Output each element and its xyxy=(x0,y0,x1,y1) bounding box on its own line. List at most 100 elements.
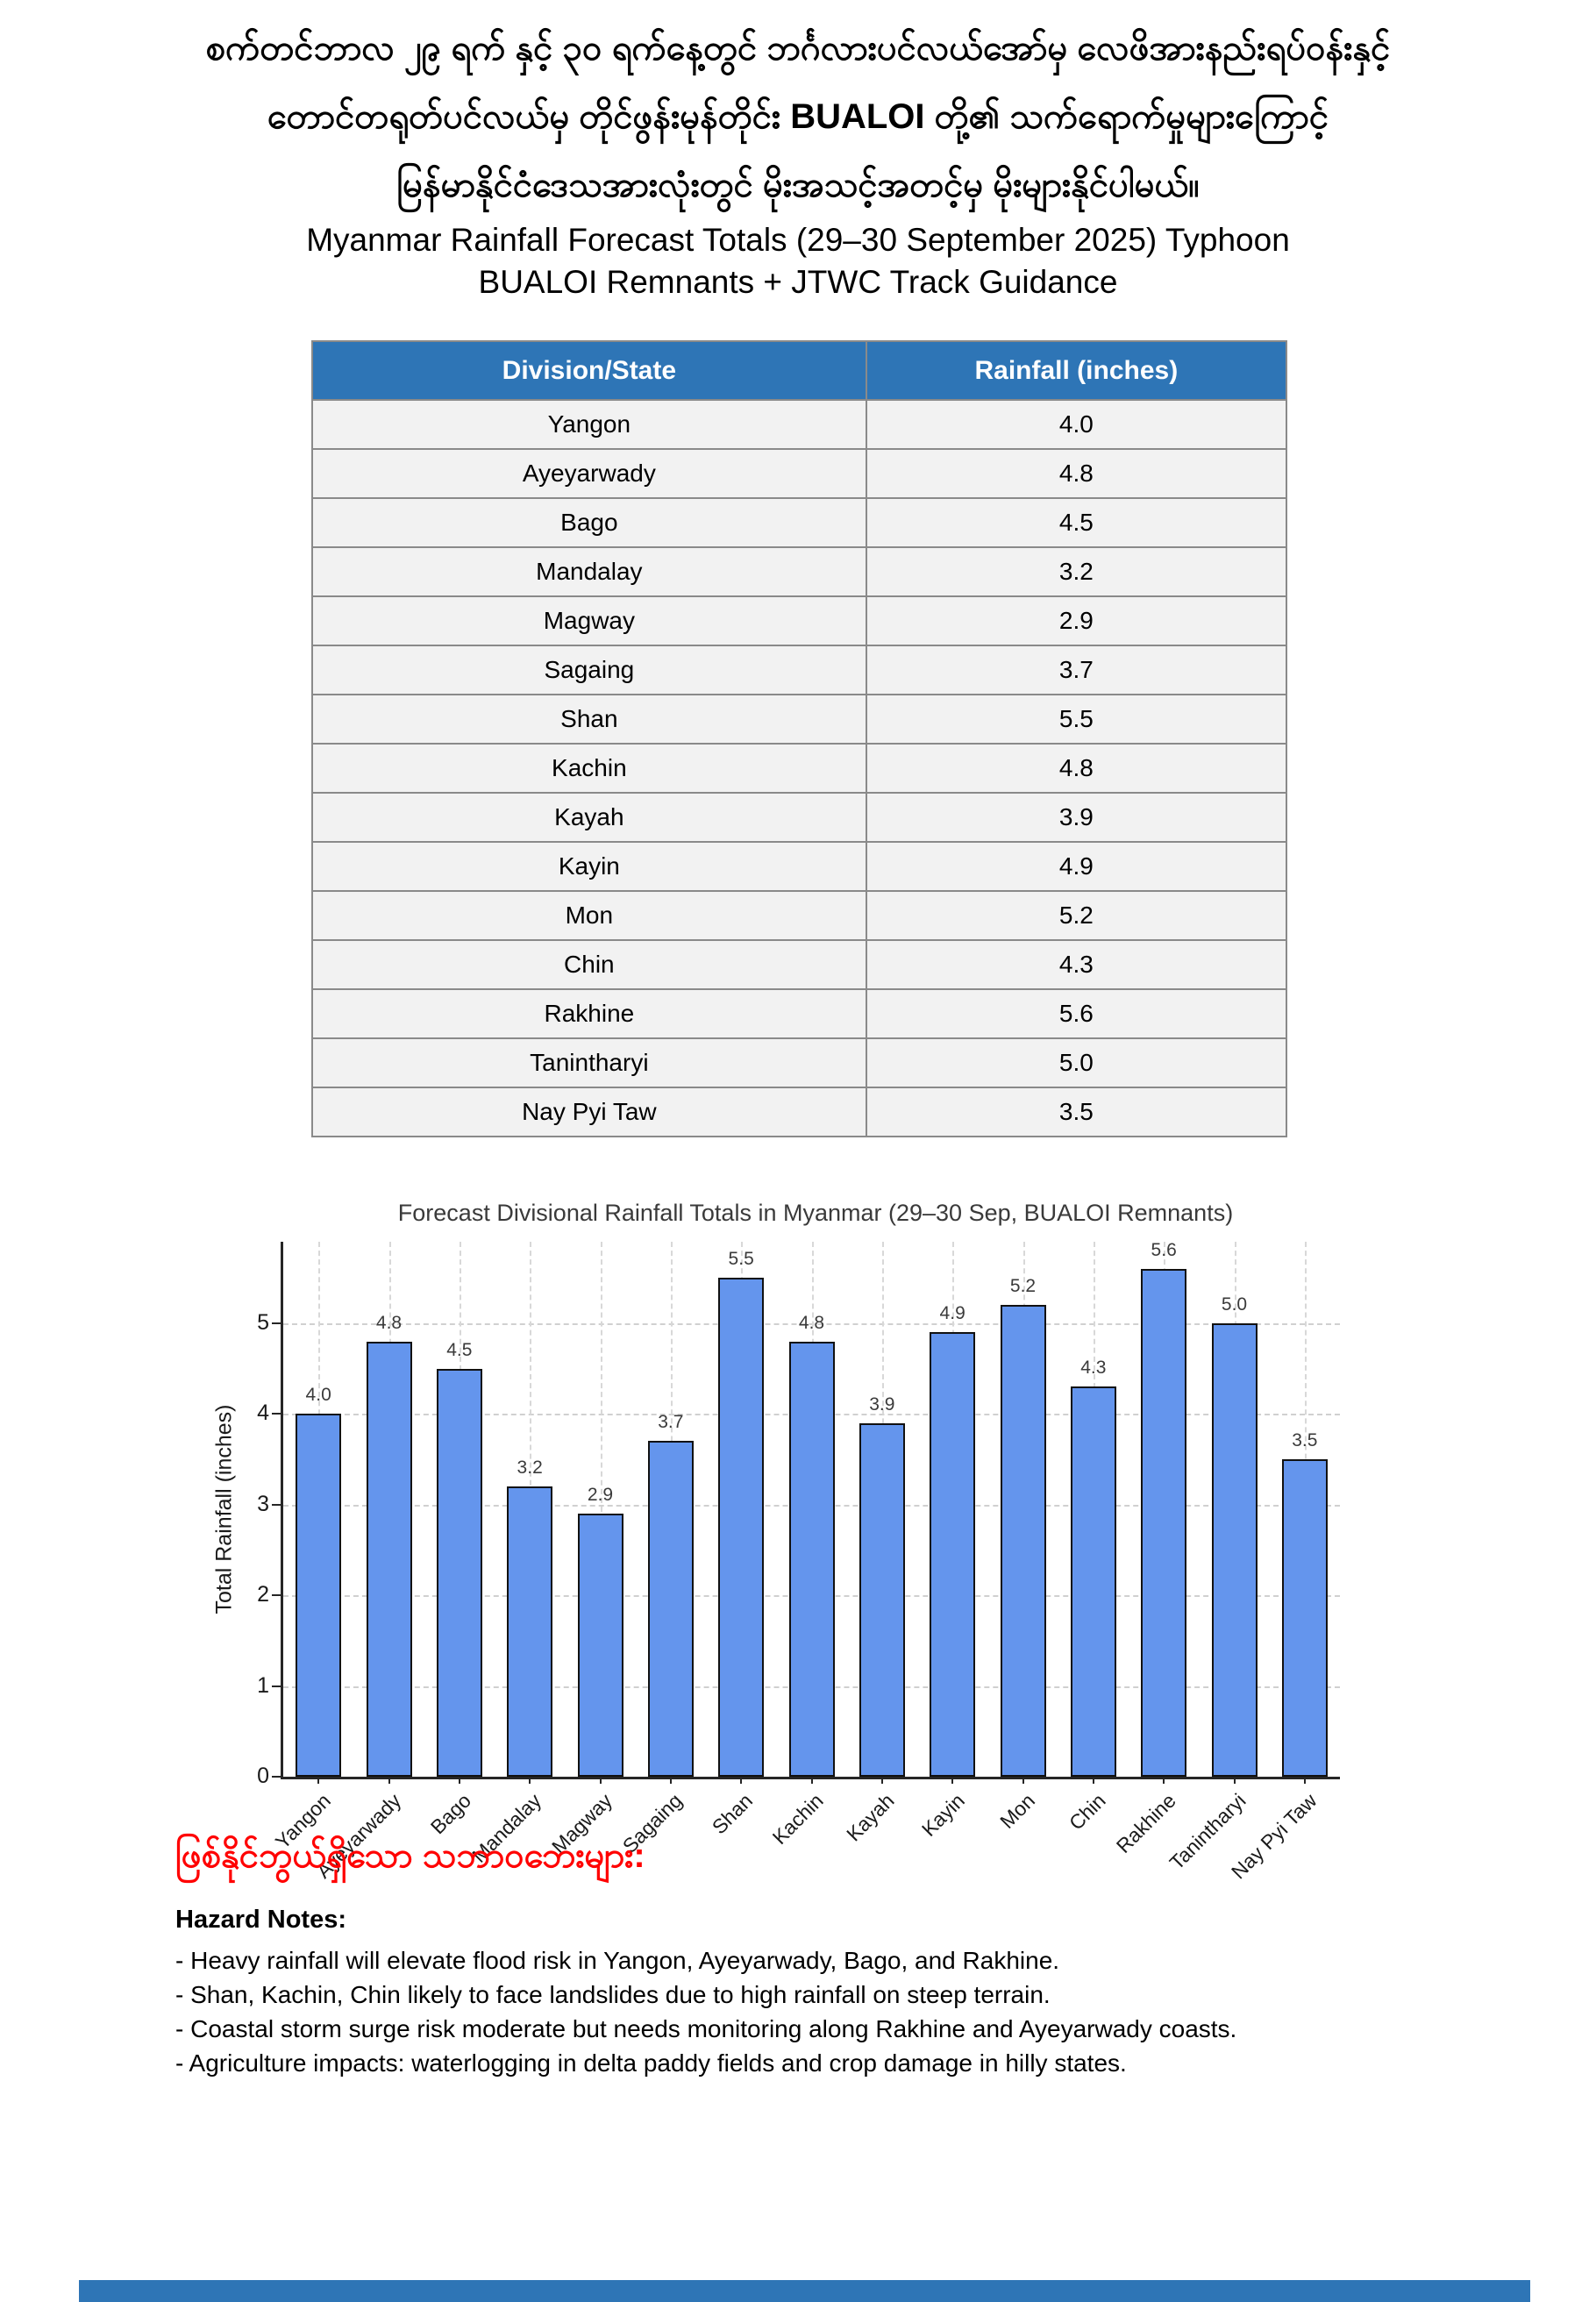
rainfall-table-body: Yangon 4.0 Ayeyarwady 4.8 Bago 4.5 Mandalay 3.2… xyxy=(311,399,1288,1137)
bar-value-label: 5.5 xyxy=(728,1249,754,1270)
x-gridline xyxy=(600,1242,602,1777)
rainfall-value-cell: 4.9 xyxy=(865,841,1288,892)
y-tick-mark xyxy=(272,1322,281,1325)
rainfall-value-cell: 4.0 xyxy=(865,399,1288,450)
bar xyxy=(859,1422,905,1777)
y-tick-mark xyxy=(272,1776,281,1778)
y-tick-label: 0 xyxy=(257,1764,269,1788)
english-title: Myanmar Rainfall Forecast Totals (29–30 … xyxy=(306,222,1290,300)
hazard-note: - Coastal storm surge risk moderate but … xyxy=(175,2015,1237,2042)
y-tick-label: 5 xyxy=(257,1310,269,1336)
bar-value-label: 3.5 xyxy=(1292,1430,1318,1451)
rainfall-value-cell: 4.8 xyxy=(865,448,1288,499)
rainfall-value-cell: 3.5 xyxy=(865,1087,1288,1137)
rainfall-value-cell: 4.5 xyxy=(865,497,1288,548)
table-header-row: Division/State Rainfall (inches) xyxy=(311,340,1288,401)
table-header-division: Division/State xyxy=(311,340,867,401)
division-cell: Rakhine xyxy=(311,988,867,1039)
burmese-title: စက်တင်ဘာလ ၂၉ ရက် နှင့် ၃၀ ရက်နေ့တွင် ဘင်… xyxy=(0,14,1596,219)
y-tick-label: 1 xyxy=(257,1672,269,1698)
table-row: Ayeyarwady 4.8 xyxy=(311,448,1288,499)
x-tick-label-text: Shan xyxy=(708,1789,758,1839)
table-row: Mandalay 3.2 xyxy=(311,546,1288,597)
division-cell: Mandalay xyxy=(311,546,867,597)
bar-value-label: 3.2 xyxy=(517,1457,543,1479)
x-tick-mark xyxy=(1233,1777,1236,1784)
rainfall-value-cell: 5.0 xyxy=(865,1037,1288,1088)
hazards-section: ဖြစ်နိုင်ဘွယ်ရှိသော သဘာဝဘေးများ: Hazard … xyxy=(175,1833,1508,2080)
x-tick-mark xyxy=(880,1777,883,1784)
bar-value-label: 4.5 xyxy=(446,1339,473,1360)
table-header-rainfall: Rainfall (inches) xyxy=(865,340,1288,401)
bar xyxy=(366,1341,412,1777)
bar xyxy=(647,1441,694,1777)
division-cell: Bago xyxy=(311,497,867,548)
bar-value-label: 3.9 xyxy=(869,1393,895,1415)
table-row: Magway 2.9 xyxy=(311,595,1288,646)
rainfall-value-cell: 5.5 xyxy=(865,694,1288,745)
y-tick-label: 2 xyxy=(257,1582,269,1607)
hazards-heading-burmese: ဖြစ်နိုင်ဘွယ်ရှိသော သဘာဝဘေးများ: xyxy=(175,1836,645,1875)
x-tick-mark xyxy=(951,1777,954,1784)
y-tick-mark xyxy=(272,1594,281,1597)
x-tick-mark xyxy=(1163,1777,1165,1784)
rainfall-value-cell: 5.6 xyxy=(865,988,1288,1039)
x-tick-mark xyxy=(1022,1777,1024,1784)
division-cell: Ayeyarwady xyxy=(311,448,867,499)
bar xyxy=(577,1514,623,1777)
burmese-title-line: မြန်မာနိုင်ငံဒေသအားလုံးတွင် မိုးအသင့်အတင… xyxy=(396,166,1200,204)
table-row: Bago 4.5 xyxy=(311,497,1288,548)
division-cell: Mon xyxy=(311,890,867,941)
y-tick-mark xyxy=(272,1413,281,1415)
division-cell: Shan xyxy=(311,694,867,745)
y-tick-mark xyxy=(272,1685,281,1687)
bar xyxy=(436,1368,482,1777)
burmese-title-line: စက်တင်ဘာလ ၂၉ ရက် နှင့် ၃၀ ရက်နေ့တွင် ဘင်… xyxy=(205,29,1391,68)
rainfall-value-cell: 2.9 xyxy=(865,595,1288,646)
bar xyxy=(1281,1459,1328,1777)
division-cell: Kachin xyxy=(311,743,867,794)
division-cell: Kayin xyxy=(311,841,867,892)
x-tick-label-text: Bago xyxy=(425,1789,476,1839)
table-row: Nay Pyi Taw 3.5 xyxy=(311,1087,1288,1137)
division-cell: Nay Pyi Taw xyxy=(311,1087,867,1137)
table-row: Kachin 4.8 xyxy=(311,743,1288,794)
x-tick-mark xyxy=(1092,1777,1094,1784)
bar-value-label: 5.2 xyxy=(1009,1276,1037,1297)
table-row: Rakhine 5.6 xyxy=(311,988,1288,1039)
table-row: Kayin 4.9 xyxy=(311,841,1288,892)
x-tick-mark xyxy=(810,1777,813,1784)
x-tick-label-text: Mon xyxy=(994,1789,1039,1834)
y-tick-label: 3 xyxy=(257,1491,269,1516)
chart-plot-area: 0 1 2 3 4 5 4.0 Yangon 4.8 Ayeyarwady 4.5 Bago 3.2 Ma… xyxy=(257,1240,1340,1884)
table-row: Kayah 3.9 xyxy=(311,792,1288,843)
bar-value-label: 5.0 xyxy=(1221,1294,1248,1315)
bar xyxy=(1000,1305,1046,1777)
division-cell: Chin xyxy=(311,939,867,990)
bottom-cutoff-bar xyxy=(79,2280,1530,2302)
x-tick-mark xyxy=(1303,1777,1306,1784)
bar xyxy=(296,1414,342,1777)
rainfall-value-cell: 5.2 xyxy=(865,890,1288,941)
bar xyxy=(788,1341,835,1777)
rainfall-value-cell: 3.2 xyxy=(865,546,1288,597)
rainfall-table-head: Division/State Rainfall (inches) xyxy=(311,340,1288,401)
burmese-title-line: တောင်တရုတ်ပင်လယ်မှ တိုင်ဖွန်းမုန်တိုင်း … xyxy=(267,97,1329,136)
bar xyxy=(1211,1323,1258,1777)
chart-title: Forecast Divisional Rainfall Totals in M… xyxy=(397,1200,1234,1226)
x-tick-mark xyxy=(388,1777,390,1784)
hazard-note: - Heavy rainfall will elevate flood risk… xyxy=(175,1947,1060,1974)
division-cell: Tanintharyi xyxy=(311,1037,867,1088)
y-tick-label: 4 xyxy=(257,1400,269,1426)
hazard-notes-title: Hazard Notes: xyxy=(175,1906,346,1934)
rainfall-value-cell: 3.9 xyxy=(865,792,1288,843)
bar-value-label: 4.0 xyxy=(305,1385,331,1406)
bar xyxy=(1141,1269,1187,1777)
x-tick-mark xyxy=(669,1777,672,1784)
bar-value-label: 4.3 xyxy=(1080,1358,1107,1379)
hazard-note: - Shan, Kachin, Chin likely to face land… xyxy=(175,1981,1051,2008)
bar-value-label: 3.7 xyxy=(658,1412,684,1433)
rainfall-table: Division/State Rainfall (inches) Yangon 4… xyxy=(311,340,1288,1137)
table-row: Yangon 4.0 xyxy=(311,399,1288,450)
bar xyxy=(507,1486,553,1777)
